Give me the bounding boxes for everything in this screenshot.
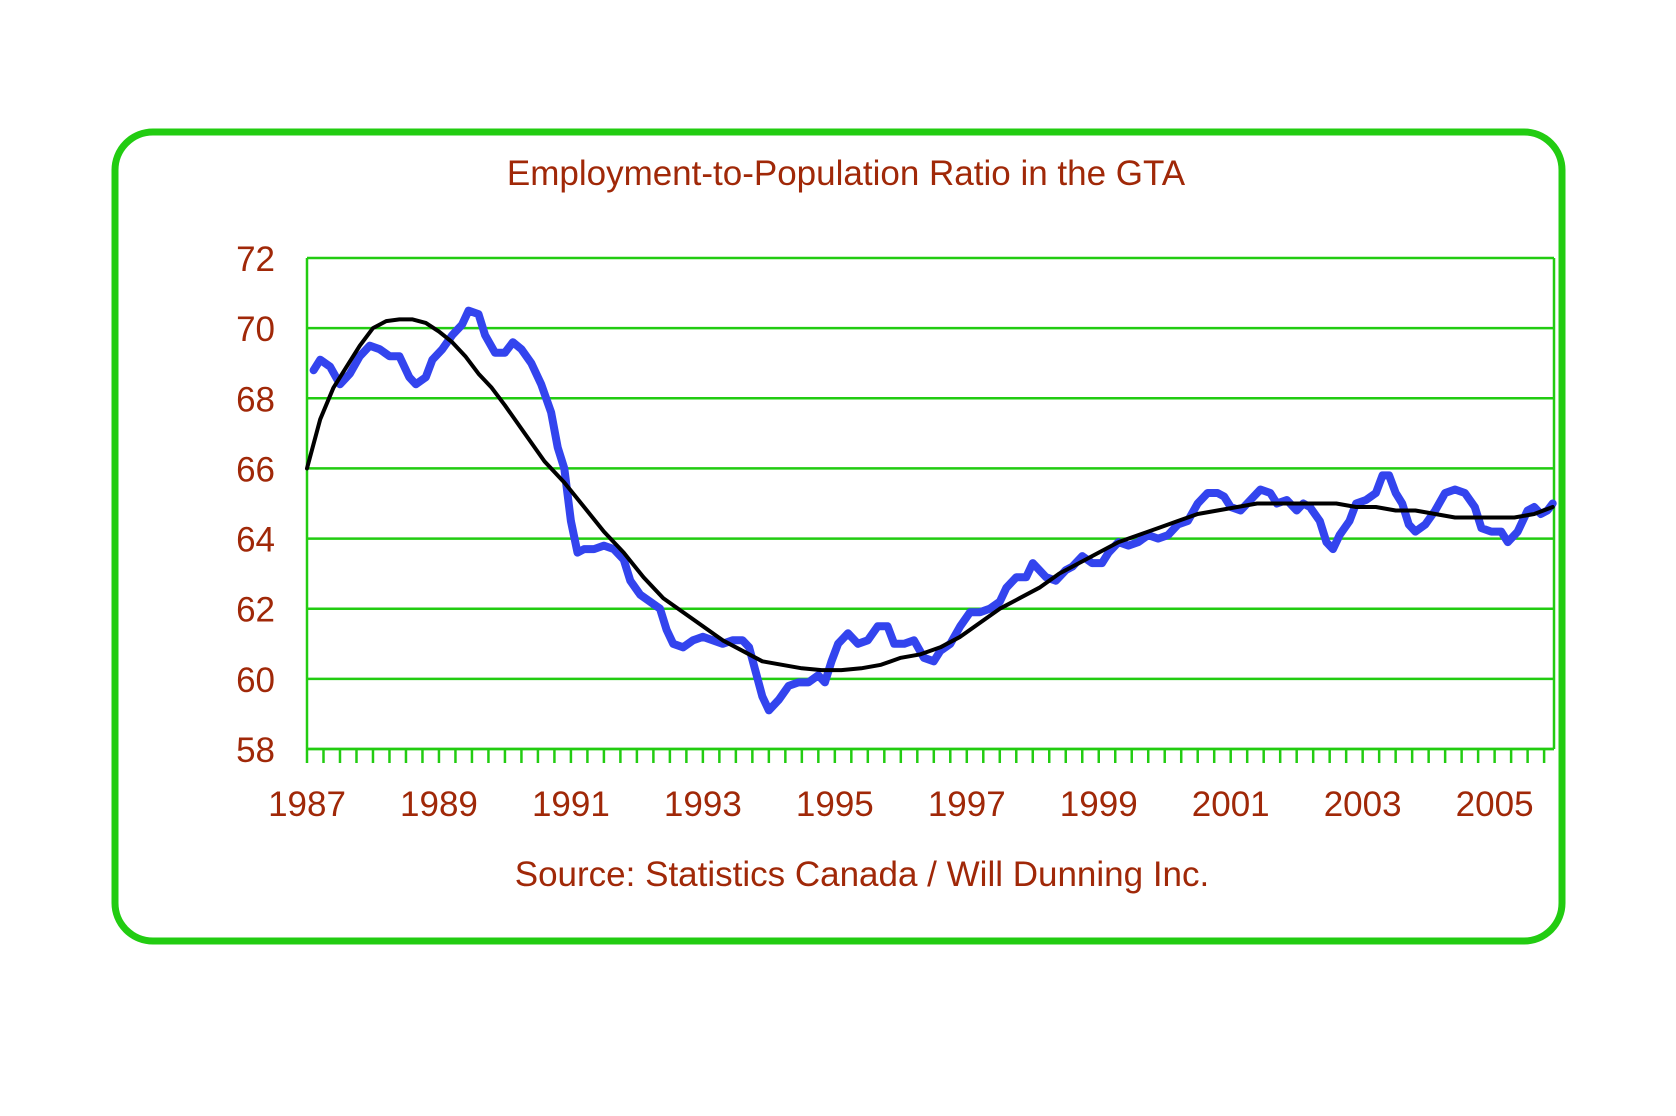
x-tick-label: 1997 [928, 785, 1006, 824]
y-tick-label: 60 [236, 661, 275, 700]
x-tick-label: 2001 [1192, 785, 1270, 824]
y-tick-label: 64 [236, 521, 275, 560]
y-tick-label: 70 [236, 310, 275, 349]
series-line-trend [305, 317, 1555, 673]
y-tick-label: 68 [236, 380, 275, 419]
chart-frame [111, 128, 1566, 945]
y-tick-label: 58 [236, 731, 275, 770]
x-tick-label: 1991 [532, 785, 610, 824]
x-tick-label: 1999 [1060, 785, 1138, 824]
series-lines [305, 306, 1557, 715]
x-tick-label: 1989 [400, 785, 478, 824]
x-tick-label: 2005 [1456, 785, 1534, 824]
chart-source: Source: Statistics Canada / Will Dunning… [515, 855, 1209, 894]
y-tick-labels: 58 60 62 64 66 68 70 72 [236, 240, 275, 770]
x-tick-labels: 1987 1989 1991 1993 1995 1997 1999 2001 2003 2005 [268, 785, 1533, 824]
x-tick-label: 1987 [268, 785, 346, 824]
x-tick-label: 1993 [664, 785, 742, 824]
chart-title: Employment-to-Population Ratio in the GT… [507, 154, 1186, 193]
x-tick-label: 2003 [1324, 785, 1402, 824]
series-line-monthly [309, 306, 1557, 715]
y-tick-label: 62 [236, 591, 275, 630]
x-tick-label: 1995 [796, 785, 874, 824]
y-tick-label: 66 [236, 450, 275, 489]
y-tick-label: 72 [236, 240, 275, 279]
